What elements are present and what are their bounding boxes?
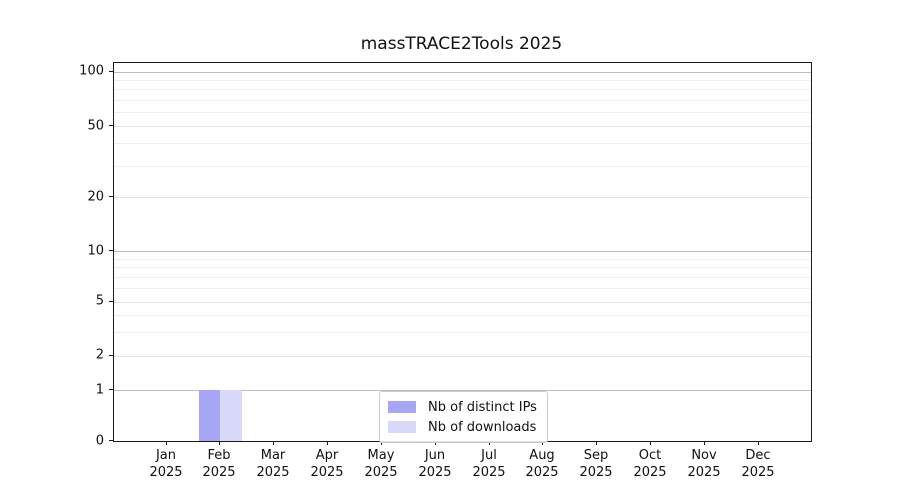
x-tick-year: 2025	[364, 465, 398, 480]
x-tick-label-jun: Jun 2025	[403, 447, 467, 481]
x-tick-year: 2025	[202, 465, 236, 480]
y-tick	[109, 196, 113, 197]
legend-item: Nb of distinct IPs	[388, 397, 537, 417]
x-tick-year: 2025	[310, 465, 344, 480]
y-tick	[109, 250, 113, 251]
legend-swatch	[388, 401, 416, 413]
legend: Nb of distinct IPs Nb of downloads	[379, 391, 548, 443]
y-tick	[109, 71, 113, 72]
y-gridline-labeled-minor	[114, 301, 811, 303]
y-tick	[109, 355, 113, 356]
x-tick	[596, 441, 597, 445]
y-tick-label: 20	[87, 189, 104, 205]
x-tick-month: Jun	[424, 448, 446, 463]
x-tick-year: 2025	[741, 465, 775, 480]
y-gridline-major	[114, 71, 811, 73]
y-gridline-minor	[114, 266, 811, 268]
x-tick-label-jan: Jan 2025	[134, 447, 198, 481]
x-tick	[219, 441, 220, 445]
y-gridline-minor	[114, 258, 811, 260]
y-gridline-labeled-minor	[114, 196, 811, 198]
y-gridline-minor	[114, 111, 811, 113]
x-tick-month: Feb	[207, 448, 231, 463]
y-gridline-minor	[114, 88, 811, 90]
x-tick-label-aug: Aug 2025	[510, 447, 574, 481]
y-tick-label: 10	[87, 243, 104, 259]
y-gridline-major	[114, 250, 811, 252]
x-tick-year: 2025	[687, 465, 721, 480]
y-tick-label: 100	[79, 63, 104, 79]
y-gridline-major	[114, 389, 811, 391]
x-tick-month: Jul	[481, 448, 497, 463]
x-tick	[166, 441, 167, 445]
x-tick-year: 2025	[472, 465, 506, 480]
x-tick-label-may: May 2025	[349, 447, 413, 481]
chart-title: massTRACE2Tools 2025	[360, 34, 563, 54]
x-tick-year: 2025	[579, 465, 613, 480]
y-gridline-minor	[114, 142, 811, 144]
legend-label: Nb of downloads	[428, 419, 537, 435]
y-gridline-minor	[114, 314, 811, 316]
x-tick-month: Sep	[583, 448, 609, 463]
y-gridline-minor	[114, 276, 811, 278]
y-tick-label: 50	[87, 118, 104, 133]
x-tick	[758, 441, 759, 445]
x-tick-year: 2025	[149, 465, 183, 480]
x-tick	[327, 441, 328, 445]
legend-swatch	[388, 421, 416, 433]
x-tick-label-mar: Mar 2025	[241, 447, 305, 481]
x-tick-year: 2025	[633, 465, 667, 480]
x-tick-year: 2025	[256, 465, 290, 480]
x-tick	[704, 441, 705, 445]
x-tick-label-oct: Oct 2025	[618, 447, 682, 481]
x-tick-label-dec: Dec 2025	[726, 447, 790, 481]
legend-item: Nb of downloads	[388, 417, 537, 437]
y-gridline-minor	[114, 165, 811, 167]
y-gridline-labeled-minor	[114, 125, 811, 127]
x-tick	[489, 441, 490, 445]
legend-label: Nb of distinct IPs	[428, 399, 537, 415]
y-tick-label: 5	[95, 293, 104, 309]
y-tick-label: 0	[95, 433, 104, 448]
x-tick	[435, 441, 436, 445]
x-tick-label-nov: Nov 2025	[672, 447, 736, 481]
y-tick-label: 2	[95, 347, 104, 363]
x-tick-label-feb: Feb 2025	[187, 447, 251, 481]
y-gridline-minor	[114, 99, 811, 101]
bar-nb-of-downloads	[220, 390, 242, 441]
y-tick	[109, 389, 113, 390]
plot-area: Nb of distinct IPs Nb of downloads	[113, 62, 812, 443]
y-tick	[109, 440, 113, 441]
x-tick-year: 2025	[525, 465, 559, 480]
x-tick	[650, 441, 651, 445]
y-gridline-minor	[114, 287, 811, 289]
y-tick	[109, 301, 113, 302]
x-tick-month: Dec	[745, 448, 771, 463]
x-tick-month: Oct	[638, 448, 662, 463]
y-gridline-minor	[114, 79, 811, 81]
x-tick	[542, 441, 543, 445]
x-tick-month: Mar	[260, 448, 286, 463]
y-gridline-labeled-minor	[114, 355, 811, 357]
x-tick	[273, 441, 274, 445]
x-tick-month: May	[367, 448, 395, 463]
x-tick-month: Apr	[315, 448, 339, 463]
bar-nb-of-distinct-ips	[198, 390, 221, 441]
y-tick-label: 1	[95, 382, 104, 397]
y-gridline-minor	[114, 331, 811, 333]
x-tick-month: Nov	[691, 448, 717, 463]
y-tick	[109, 125, 113, 126]
x-tick-month: Jan	[155, 448, 177, 463]
x-tick-month: Aug	[529, 448, 555, 463]
x-tick	[381, 441, 382, 445]
x-tick-label-apr: Apr 2025	[295, 447, 359, 481]
x-tick-label-sep: Sep 2025	[564, 447, 628, 481]
x-tick-label-jul: Jul 2025	[457, 447, 521, 481]
x-tick-year: 2025	[418, 465, 452, 480]
